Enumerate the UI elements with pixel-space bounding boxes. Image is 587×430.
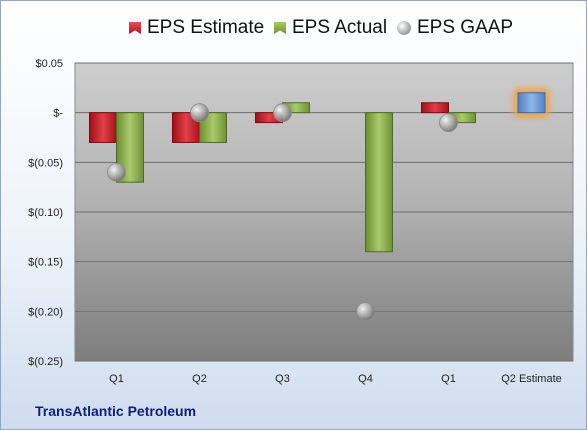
y-tick-label: $(0.25) (28, 356, 63, 368)
y-tick-label: $- (53, 108, 63, 120)
legend-label-estimate: EPS Estimate (147, 17, 265, 38)
legend-swatch-actual (274, 22, 286, 34)
x-tick-label: Q2 (192, 373, 207, 385)
bar-eps-estimate (89, 112, 117, 143)
legend-swatch-estimate (129, 22, 141, 34)
bar-estimate-highlight (517, 92, 546, 114)
x-tick-label: Q3 (275, 373, 290, 385)
y-tick-label: $(0.05) (28, 157, 63, 169)
y-tick-label: $0.05 (35, 58, 63, 70)
company-name: TransAtlantic Petroleum (35, 403, 197, 419)
bar-eps-estimate (421, 102, 449, 114)
bar-eps-actual (116, 112, 144, 183)
x-tick-label: Q2 Estimate (501, 373, 562, 385)
chart-legend: EPS Estimate EPS Actual EPS GAAP (1, 17, 586, 41)
point-eps-gaap (356, 301, 375, 321)
y-tick-label: $(0.20) (28, 306, 63, 318)
point-eps-gaap (190, 103, 209, 123)
bar-eps-actual (365, 112, 393, 253)
point-eps-gaap (273, 103, 292, 123)
y-tick-label: $(0.10) (28, 207, 63, 219)
point-eps-gaap (107, 162, 126, 182)
legend-label-actual: EPS Actual (292, 17, 388, 38)
legend-item-estimate: EPS Estimate (129, 17, 264, 39)
chart-plot: $0.05 $- $(0.05) $(0.10) $(0.15) $(0.20) $(0.2… (28, 58, 574, 385)
legend-swatch-gaap (397, 21, 411, 35)
legend-item-actual: EPS Actual (274, 17, 387, 39)
bar-eps-estimate (172, 112, 200, 143)
point-eps-gaap (439, 113, 458, 132)
x-tick-label: Q1 (109, 373, 124, 385)
legend-label-gaap: EPS GAAP (417, 17, 514, 38)
y-tick-label: $(0.15) (28, 257, 63, 269)
x-tick-label: Q4 (358, 373, 373, 385)
legend-item-gaap: EPS GAAP (397, 17, 513, 39)
x-tick-label: Q1 (441, 373, 456, 385)
